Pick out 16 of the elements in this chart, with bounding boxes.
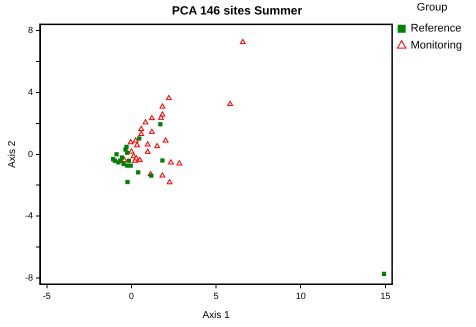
x-tick-label: 0 xyxy=(128,291,134,302)
legend-label: Monitoring xyxy=(410,40,462,52)
y-tick-label: -4 xyxy=(24,210,33,221)
y-tick-label: 8 xyxy=(28,25,33,36)
x-tick-label: 15 xyxy=(380,291,390,302)
y-tick-label: -8 xyxy=(24,272,33,282)
legend-title: Group xyxy=(416,2,448,14)
x-tick-label: 10 xyxy=(296,291,306,302)
x-tick-label: -5 xyxy=(42,291,51,302)
x-tick-label: 5 xyxy=(214,291,219,302)
x-axis-title: Axis 1 xyxy=(202,310,230,321)
y-tick-label: 4 xyxy=(28,86,33,97)
y-tick-label: 0 xyxy=(28,148,33,159)
legend-label: Reference xyxy=(410,22,462,35)
chart-title: PCA 146 sites Summer xyxy=(172,4,302,18)
y-axis-title: Axis 2 xyxy=(6,140,18,168)
